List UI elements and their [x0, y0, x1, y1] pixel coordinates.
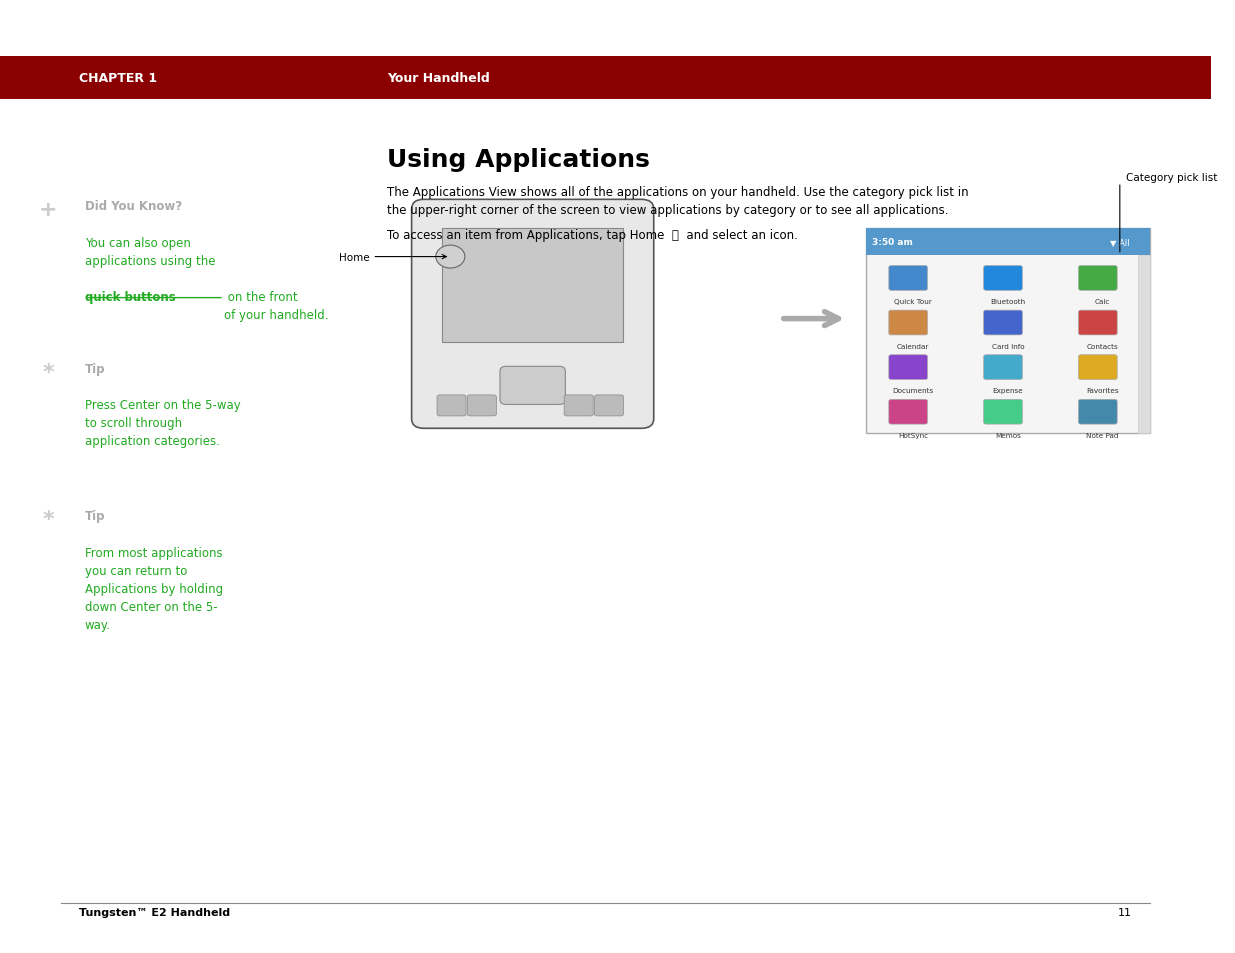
Circle shape	[436, 246, 464, 269]
Text: ▼ All: ▼ All	[1110, 237, 1130, 247]
Text: Note Pad: Note Pad	[1087, 433, 1119, 438]
FancyBboxPatch shape	[889, 266, 927, 291]
Text: Category pick list: Category pick list	[1126, 173, 1218, 183]
Text: *: *	[43, 510, 54, 530]
Text: Your Handheld: Your Handheld	[388, 72, 490, 85]
FancyBboxPatch shape	[1078, 400, 1118, 425]
Text: From most applications
you can return to
Applications by holding
down Center on : From most applications you can return to…	[85, 546, 222, 631]
Text: Tip: Tip	[85, 362, 105, 375]
Text: Using Applications: Using Applications	[388, 148, 651, 172]
Text: You can also open
applications using the: You can also open applications using the	[85, 236, 215, 267]
FancyBboxPatch shape	[1078, 266, 1118, 291]
FancyBboxPatch shape	[0, 57, 1210, 100]
FancyBboxPatch shape	[467, 395, 496, 416]
FancyBboxPatch shape	[866, 229, 1150, 434]
Text: The Applications View shows all of the applications on your handheld. Use the ca: The Applications View shows all of the a…	[388, 186, 969, 216]
Text: CHAPTER 1: CHAPTER 1	[79, 72, 157, 85]
Text: Tip: Tip	[85, 510, 105, 523]
FancyBboxPatch shape	[411, 200, 653, 429]
Text: Did You Know?: Did You Know?	[85, 200, 182, 213]
FancyBboxPatch shape	[1078, 311, 1118, 335]
FancyBboxPatch shape	[442, 229, 624, 343]
FancyBboxPatch shape	[437, 395, 466, 416]
FancyBboxPatch shape	[889, 400, 927, 425]
FancyBboxPatch shape	[564, 395, 593, 416]
Text: 11: 11	[1118, 907, 1132, 917]
Text: Expense: Expense	[993, 388, 1024, 394]
Text: Press Center on the 5-way
to scroll through
application categories.: Press Center on the 5-way to scroll thro…	[85, 398, 241, 447]
Text: Documents: Documents	[893, 388, 934, 394]
FancyBboxPatch shape	[983, 266, 1023, 291]
Text: Home: Home	[338, 253, 446, 262]
FancyBboxPatch shape	[889, 311, 927, 335]
FancyBboxPatch shape	[1137, 255, 1150, 434]
Text: Favorites: Favorites	[1087, 388, 1119, 394]
FancyBboxPatch shape	[983, 400, 1023, 425]
FancyBboxPatch shape	[1078, 355, 1118, 380]
Text: Calc: Calc	[1095, 298, 1110, 305]
Text: on the front
of your handheld.: on the front of your handheld.	[224, 291, 329, 321]
Text: Contacts: Contacts	[1087, 343, 1119, 349]
Text: HotSync: HotSync	[898, 433, 927, 438]
Text: Card Info: Card Info	[992, 343, 1024, 349]
FancyBboxPatch shape	[594, 395, 624, 416]
Text: Quick Tour: Quick Tour	[894, 298, 932, 305]
FancyBboxPatch shape	[889, 355, 927, 380]
Text: Tungsten™ E2 Handheld: Tungsten™ E2 Handheld	[79, 907, 230, 917]
Text: Bluetooth: Bluetooth	[990, 298, 1025, 305]
Text: +: +	[40, 200, 58, 220]
Text: Memos: Memos	[995, 433, 1021, 438]
FancyBboxPatch shape	[866, 229, 1150, 255]
Text: quick buttons: quick buttons	[85, 291, 175, 304]
FancyBboxPatch shape	[500, 367, 566, 405]
Text: Calendar: Calendar	[897, 343, 929, 349]
Text: To access an item from Applications, tap Home  ⓘ  and select an icon.: To access an item from Applications, tap…	[388, 229, 798, 242]
Text: 3:50 am: 3:50 am	[872, 237, 913, 247]
Text: *: *	[43, 362, 54, 382]
FancyBboxPatch shape	[983, 311, 1023, 335]
FancyBboxPatch shape	[983, 355, 1023, 380]
